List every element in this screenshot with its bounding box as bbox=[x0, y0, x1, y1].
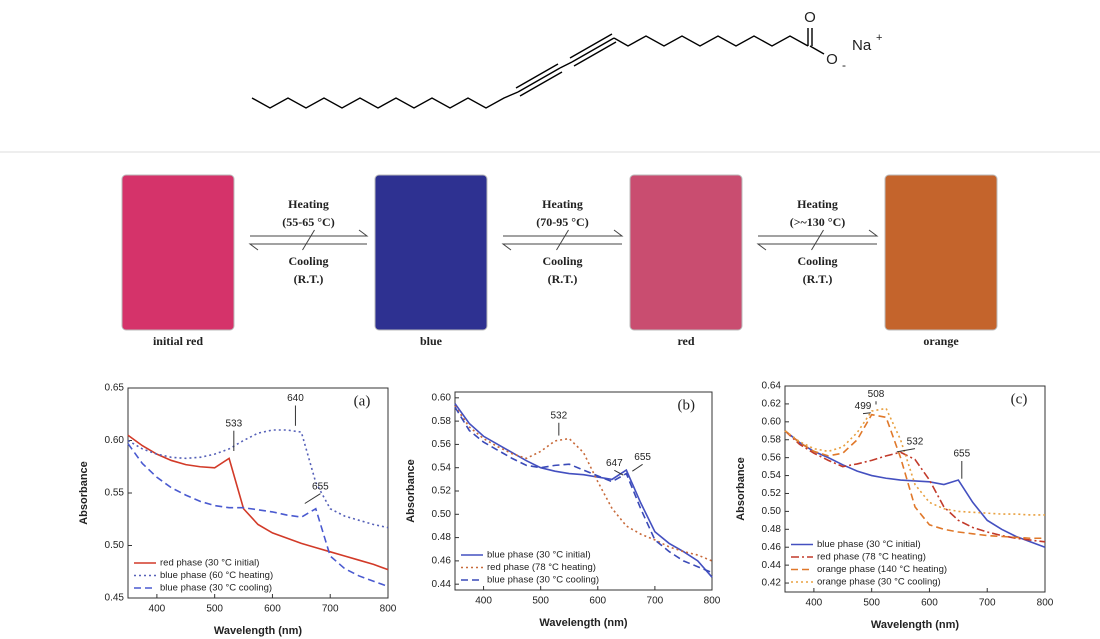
y-axis-title: Absorbance bbox=[78, 461, 90, 525]
y-tick-label: 0.45 bbox=[105, 593, 125, 604]
panel-label: (c) bbox=[1011, 391, 1028, 407]
y-tick-label: 0.46 bbox=[432, 556, 452, 567]
y-tick-label: 0.58 bbox=[432, 416, 452, 427]
heating-temp: (>~130 °C) bbox=[790, 215, 846, 229]
heating-label: Heating bbox=[797, 197, 838, 211]
cooling-label: Cooling bbox=[542, 254, 582, 268]
x-tick-label: 700 bbox=[647, 596, 664, 607]
x-tick-label: 500 bbox=[206, 604, 223, 615]
x-tick-label: 800 bbox=[380, 604, 397, 615]
legend-label: blue phase (30 °C initial) bbox=[817, 539, 921, 550]
y-tick-label: 0.55 bbox=[105, 488, 125, 499]
peak-label: 647 bbox=[606, 458, 623, 469]
atom-label: O bbox=[804, 9, 816, 26]
heating-temp: (55-65 °C) bbox=[282, 215, 334, 229]
heating-label: Heating bbox=[288, 197, 329, 211]
y-tick-label: 0.44 bbox=[762, 560, 782, 571]
legend-label: orange phase (140 °C heating) bbox=[817, 564, 947, 575]
y-tick-label: 0.58 bbox=[762, 434, 782, 445]
legend-label: blue phase (30 °C cooling) bbox=[487, 575, 599, 586]
legend-label: blue phase (30 °C initial) bbox=[487, 550, 591, 561]
x-tick-label: 400 bbox=[149, 604, 166, 615]
x-tick-label: 400 bbox=[806, 598, 823, 609]
legend-label: blue phase (60 °C heating) bbox=[160, 570, 273, 581]
cooling-temp: (R.T.) bbox=[803, 272, 833, 286]
y-tick-label: 0.60 bbox=[762, 416, 782, 427]
peak-label: 640 bbox=[287, 393, 304, 404]
photo bbox=[375, 175, 487, 330]
cation: Na bbox=[852, 37, 872, 54]
photo-label: blue bbox=[420, 334, 443, 348]
x-tick-label: 600 bbox=[264, 604, 281, 615]
panel-label: (b) bbox=[678, 397, 696, 413]
y-tick-label: 0.42 bbox=[762, 578, 782, 589]
legend-label: red phase (78 °C heating) bbox=[817, 552, 926, 563]
peak-label: 532 bbox=[907, 436, 924, 447]
y-tick-label: 0.48 bbox=[762, 524, 782, 535]
y-tick-label: 0.54 bbox=[432, 462, 452, 473]
figure: O O - Na + initial red blue red orange Heati… bbox=[0, 0, 1100, 639]
x-axis-title: Wavelength (nm) bbox=[539, 617, 628, 629]
y-tick-label: 0.52 bbox=[762, 488, 782, 499]
y-tick-label: 0.50 bbox=[762, 506, 782, 517]
panel-label: (a) bbox=[354, 393, 371, 409]
x-tick-label: 500 bbox=[532, 596, 549, 607]
photo bbox=[122, 175, 234, 330]
peak-label: 533 bbox=[225, 418, 242, 429]
peak-label: 655 bbox=[312, 481, 329, 492]
y-tick-label: 0.48 bbox=[432, 532, 452, 543]
y-tick-label: 0.65 bbox=[105, 383, 125, 394]
y-tick-label: 0.56 bbox=[432, 439, 452, 450]
y-tick-label: 0.46 bbox=[762, 542, 782, 553]
y-tick-label: 0.60 bbox=[432, 392, 452, 403]
peak-label: 508 bbox=[868, 389, 885, 400]
y-tick-label: 0.52 bbox=[432, 486, 452, 497]
legend-label: blue phase (30 °C cooling) bbox=[160, 583, 272, 594]
x-tick-label: 800 bbox=[1037, 598, 1054, 609]
atom-label: O bbox=[826, 51, 838, 68]
x-axis-title: Wavelength (nm) bbox=[214, 625, 303, 637]
cooling-temp: (R.T.) bbox=[548, 272, 578, 286]
charge: + bbox=[876, 32, 882, 44]
peak-label: 499 bbox=[855, 401, 872, 412]
peak-label: 655 bbox=[634, 452, 651, 463]
x-axis-title: Wavelength (nm) bbox=[871, 619, 960, 631]
y-tick-label: 0.60 bbox=[105, 435, 125, 446]
x-tick-label: 600 bbox=[921, 598, 938, 609]
y-tick-label: 0.50 bbox=[105, 540, 125, 551]
photo-label: initial red bbox=[153, 334, 203, 348]
photo bbox=[885, 175, 997, 330]
cooling-label: Cooling bbox=[288, 254, 328, 268]
heating-label: Heating bbox=[542, 197, 583, 211]
y-tick-label: 0.64 bbox=[762, 381, 782, 392]
y-tick-label: 0.62 bbox=[762, 399, 782, 410]
cooling-label: Cooling bbox=[797, 254, 837, 268]
x-tick-label: 800 bbox=[704, 596, 721, 607]
legend-label: orange phase (30 °C cooling) bbox=[817, 577, 941, 588]
photo-label: red bbox=[677, 334, 694, 348]
peak-label: 532 bbox=[550, 410, 567, 421]
y-tick-label: 0.44 bbox=[432, 579, 452, 590]
legend-label: red phase (78 °C heating) bbox=[487, 562, 596, 573]
x-tick-label: 600 bbox=[589, 596, 606, 607]
x-tick-label: 400 bbox=[475, 596, 492, 607]
y-axis-title: Absorbance bbox=[405, 459, 417, 523]
y-tick-label: 0.56 bbox=[762, 452, 782, 463]
y-axis-title: Absorbance bbox=[735, 457, 747, 521]
x-tick-label: 500 bbox=[863, 598, 880, 609]
heating-temp: (70-95 °C) bbox=[536, 215, 588, 229]
y-tick-label: 0.50 bbox=[432, 509, 452, 520]
y-tick-label: 0.54 bbox=[762, 470, 782, 481]
legend-label: red phase (30 °C initial) bbox=[160, 558, 259, 569]
cooling-temp: (R.T.) bbox=[294, 272, 324, 286]
peak-label: 655 bbox=[953, 449, 970, 460]
x-tick-label: 700 bbox=[322, 604, 339, 615]
x-tick-label: 700 bbox=[979, 598, 996, 609]
charge: - bbox=[842, 58, 846, 72]
photo bbox=[630, 175, 742, 330]
photo-label: orange bbox=[923, 334, 959, 348]
